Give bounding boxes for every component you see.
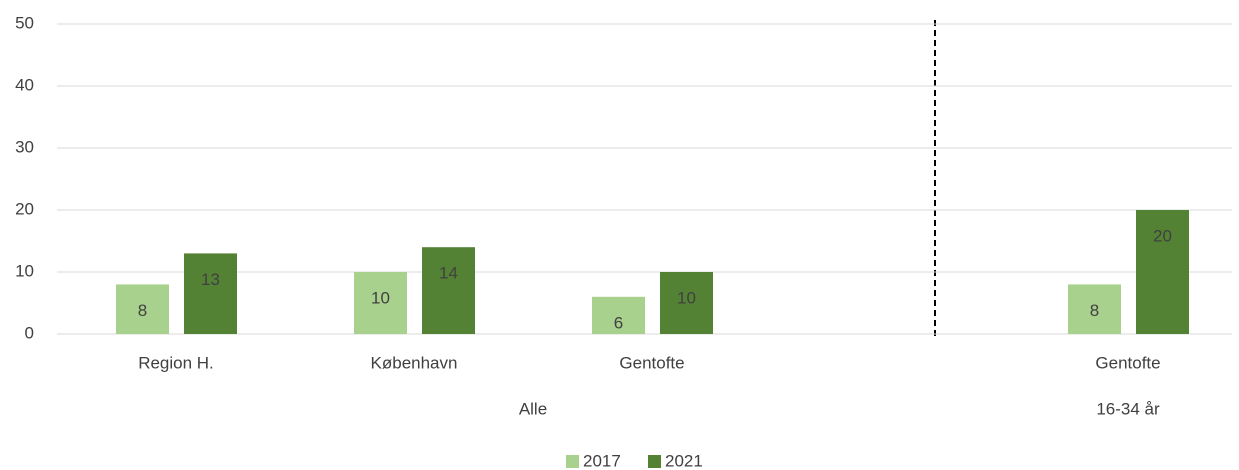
bar bbox=[354, 272, 407, 334]
data-label: 13 bbox=[201, 270, 220, 289]
legend-swatch bbox=[566, 455, 579, 468]
data-label: 20 bbox=[1153, 226, 1172, 245]
legend-label: 2021 bbox=[665, 451, 703, 470]
bar bbox=[116, 284, 169, 334]
legend-swatch bbox=[648, 455, 661, 468]
y-tick-label: 0 bbox=[25, 323, 34, 342]
y-tick-label: 50 bbox=[15, 13, 34, 32]
data-label: 14 bbox=[439, 264, 458, 283]
y-tick-label: 40 bbox=[15, 75, 34, 94]
x-tick-label: Gentofte bbox=[619, 353, 684, 372]
y-tick-label: 10 bbox=[15, 261, 34, 280]
legend-label: 2017 bbox=[583, 451, 621, 470]
bar bbox=[422, 247, 475, 334]
bar bbox=[1136, 210, 1189, 334]
data-label: 10 bbox=[677, 288, 696, 307]
data-label: 10 bbox=[371, 288, 390, 307]
group-label: Alle bbox=[519, 399, 547, 418]
bar bbox=[1068, 284, 1121, 334]
bar bbox=[184, 253, 237, 334]
bar bbox=[660, 272, 713, 334]
group-label: 16-34 år bbox=[1096, 399, 1160, 418]
x-tick-label: Gentofte bbox=[1095, 353, 1160, 372]
data-label: 8 bbox=[138, 301, 147, 320]
y-tick-label: 30 bbox=[15, 137, 34, 156]
x-tick-label: København bbox=[371, 353, 458, 372]
data-label: 6 bbox=[614, 313, 623, 332]
y-tick-label: 20 bbox=[15, 199, 34, 218]
data-label: 8 bbox=[1090, 301, 1099, 320]
bar bbox=[592, 296, 645, 334]
x-tick-label: Region H. bbox=[138, 353, 214, 372]
